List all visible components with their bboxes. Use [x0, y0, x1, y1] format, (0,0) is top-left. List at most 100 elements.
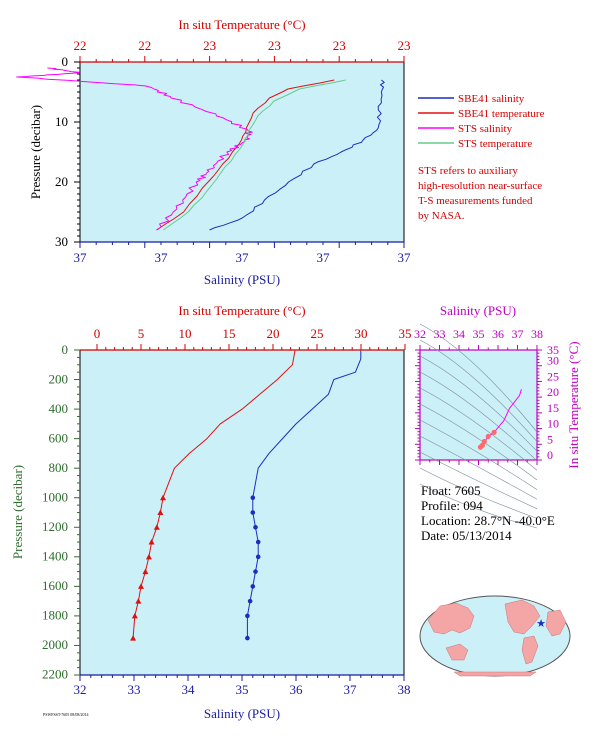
location-text: Location: 28.7°N -40.0°E: [421, 513, 555, 528]
float-info: Float: 7605 Profile: 094 Location: 28.7°…: [421, 483, 555, 543]
ts-temp-tick-label: 0: [547, 448, 553, 462]
legend-label: STS temperature: [458, 138, 532, 150]
ts-salinity-axis-title: Salinity (PSU): [440, 303, 516, 318]
ts-density-contour: [419, 467, 538, 519]
top-pressure-tick-label: 10: [55, 114, 68, 129]
top-chart: In situ Temperature (°C) 22 22 23 23 23 …: [16, 17, 412, 287]
main-temp-tick-label: 0: [94, 326, 101, 341]
main-salinity-tick-label: 37: [344, 682, 358, 697]
ts-density-contour: [419, 483, 538, 529]
salinity-point-marker: [245, 613, 250, 619]
ts-temp-tick-label: 5: [547, 432, 553, 446]
main-pressure-tick-label: 2000: [42, 637, 68, 652]
temperature-point-marker: [130, 635, 137, 641]
top-salinity-tick-label: 37: [317, 250, 331, 265]
main-pressure-tick-label: 1200: [42, 519, 68, 534]
main-pressure-tick-label: 400: [49, 401, 69, 416]
ts-temp-axis-title: In situ Temperature (°C): [566, 341, 581, 468]
main-temp-axis-title: In situ Temperature (°C): [178, 303, 305, 318]
salinity-point-marker: [250, 584, 256, 589]
ts-density-contour: [419, 371, 538, 462]
main-temp-tick-label: 35: [399, 326, 412, 341]
temperature-point-marker: [135, 598, 142, 604]
sts-note: STS refers to auxiliary high-resolution …: [418, 165, 542, 222]
ts-point-marker: [491, 429, 497, 435]
ts-temp-tick-label: 30: [547, 354, 559, 368]
main-temp-tick-label: 10: [179, 326, 192, 341]
map-land-antarctica: [453, 671, 537, 677]
top-temp-tick-label: 23: [203, 38, 216, 53]
main-salinity-tick-label: 36: [290, 682, 304, 697]
temperature-point-marker: [138, 583, 144, 589]
main-salinity-line: [246, 350, 362, 639]
ts-density-contour: [419, 435, 538, 500]
main-salinity-tick-label: 33: [128, 682, 141, 697]
main-temp-tick-label: 15: [223, 326, 236, 341]
ts-density-contour: [419, 387, 538, 471]
main-chart: In situ Temperature (°C) 0 5 10 15 20 25…: [10, 303, 412, 721]
main-salinity-tick-label: 38: [398, 682, 411, 697]
ts-density-contour: [419, 323, 538, 433]
top-pressure-tick-label: 20: [55, 174, 68, 189]
ts-point-marker: [485, 433, 491, 440]
ts-chart-series: [477, 389, 522, 450]
salinity-point-marker: [255, 554, 261, 560]
salinity-point-marker: [250, 495, 256, 501]
top-pressure-tick-label: 30: [55, 234, 68, 249]
main-salinity-tick-label: 32: [74, 682, 87, 697]
main-pressure-tick-label: 800: [49, 460, 69, 475]
temperature-point-marker: [131, 612, 138, 619]
main-pressure-tick-label: 1800: [42, 608, 68, 623]
profile-text: Profile: 094: [421, 498, 483, 513]
salinity-point-marker: [250, 510, 256, 515]
main-plot-area: [79, 349, 405, 676]
ts-plot-area: [419, 349, 538, 461]
main-chart-ticks: [74, 344, 406, 681]
temperature-point-marker: [145, 553, 152, 560]
top-salinity-tick-label: 37: [398, 250, 412, 265]
ts-salinity-tick-label: 32: [414, 327, 426, 341]
top-series-line: [163, 79, 346, 231]
legend-label: STS salinity: [458, 123, 513, 135]
float-location-star-icon: ★: [536, 618, 546, 630]
date-text: Date: 05/13/2014: [421, 528, 512, 543]
salinity-point-marker: [253, 524, 258, 530]
main-salinity-tick-label: 35: [236, 682, 249, 697]
top-chart-series: [16, 67, 385, 231]
main-pressure-tick-label: 1400: [42, 549, 68, 564]
top-plot-area: [79, 61, 405, 243]
ts-salinity-tick-label: 35: [473, 327, 485, 341]
main-pressure-tick-label: 0: [62, 342, 69, 357]
top-pressure-tick-label: 0: [62, 54, 69, 69]
salinity-point-marker: [255, 539, 261, 545]
map-land-europe-africa: [545, 609, 567, 637]
legend-label: SBE41 temperature: [458, 108, 545, 120]
ts-density-contour: [419, 403, 538, 481]
ts-temp-tick-label: 25: [547, 369, 559, 383]
main-temp-tick-label: 30: [355, 326, 368, 341]
main-chart-series: [130, 350, 362, 641]
footer-code: PSWFSST-7605 08/08/2014: [43, 712, 89, 717]
ts-salinity-tick-label: 37: [512, 327, 524, 341]
map-land-north-america: [504, 599, 541, 635]
temperature-point-marker: [142, 568, 149, 575]
top-salinity-tick-label: 37: [155, 250, 169, 265]
legend-label: SBE41 salinity: [458, 93, 525, 105]
main-pressure-tick-label: 200: [49, 372, 69, 387]
map-landmasses: [427, 599, 567, 677]
main-pressure-tick-label: 2200: [42, 667, 68, 682]
note-line: high-resolution near-surface: [418, 180, 542, 192]
top-temp-tick-label: 23: [268, 38, 281, 53]
world-map: ★: [419, 595, 571, 677]
top-salinity-tick-label: 37: [74, 250, 88, 265]
note-line: by NASA.: [418, 210, 465, 222]
top-chart-ticks: [74, 56, 405, 248]
ts-density-contour: [419, 339, 538, 442]
main-temp-tick-label: 20: [267, 326, 280, 341]
ts-salinity-tick-label: 33: [434, 327, 446, 341]
ts-salinity-tick-label: 34: [453, 327, 465, 341]
ts-temp-tick-label: 15: [547, 401, 559, 415]
top-legend: SBE41 salinity SBE41 temperature STS sal…: [418, 93, 545, 150]
temperature-point-marker: [153, 524, 160, 530]
